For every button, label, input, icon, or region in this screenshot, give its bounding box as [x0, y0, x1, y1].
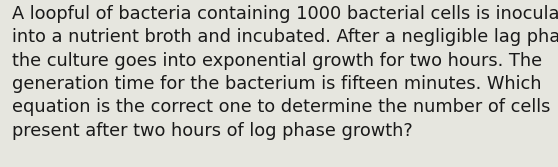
Text: A loopful of bacteria containing 1000 bacterial cells is inoculated
into a nutri: A loopful of bacteria containing 1000 ba…	[12, 5, 558, 140]
